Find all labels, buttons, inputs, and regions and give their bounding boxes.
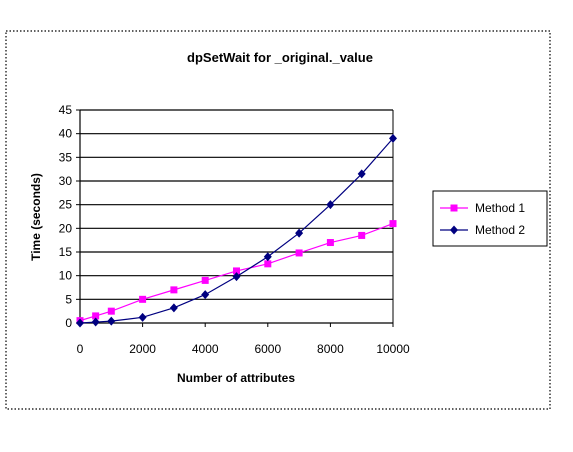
x-axis-label: Number of attributes [177, 371, 295, 385]
legend-label-method-1: Method 1 [475, 201, 525, 215]
data-point-method-2 [138, 312, 147, 322]
y-tick-label: 45 [59, 103, 73, 117]
data-point-method-1 [170, 286, 178, 294]
data-point-method-2 [389, 133, 397, 143]
data-point-method-1 [264, 260, 272, 268]
x-tick-label: 4000 [192, 342, 219, 356]
chart-title: dpSetWait for _original._value [187, 50, 373, 65]
data-point-method-1 [201, 276, 209, 284]
data-point-method-1 [295, 249, 303, 257]
y-tick-label: 15 [59, 245, 73, 259]
data-point-method-1 [107, 307, 115, 315]
y-tick-label: 30 [59, 174, 73, 188]
x-tick-label: 6000 [254, 342, 281, 356]
data-point-method-2 [232, 272, 241, 282]
y-axis-label: Time (seconds) [29, 173, 43, 261]
legend: Method 1 Method 2 [432, 190, 548, 247]
legend-marker-method-2 [450, 225, 458, 235]
data-point-method-2 [107, 316, 116, 326]
data-point-method-1 [233, 267, 240, 275]
y-tick-label: 5 [65, 292, 72, 306]
data-point-method-1 [358, 231, 366, 239]
data-point-method-2 [169, 303, 178, 313]
y-tick-label: 10 [59, 269, 73, 283]
data-point-method-1 [389, 220, 397, 228]
legend-marker-method-1 [450, 204, 458, 212]
y-tick-label: 0 [65, 316, 72, 330]
y-tick-label: 25 [59, 198, 73, 212]
legend-box [432, 190, 548, 247]
data-point-method-1 [139, 295, 147, 303]
data-point-method-2 [91, 317, 100, 327]
x-tick-label: 10000 [376, 342, 410, 356]
y-tick-label: 20 [59, 221, 73, 235]
series-layer [76, 133, 397, 328]
data-point-method-1 [326, 239, 334, 247]
x-tick-label: 8000 [317, 342, 344, 356]
x-tick-label: 0 [77, 342, 84, 356]
y-tick-label: 40 [59, 127, 73, 141]
data-point-method-1 [92, 312, 100, 320]
data-point-method-2 [201, 290, 210, 300]
legend-label-method-2: Method 2 [475, 223, 525, 237]
plot-area [80, 110, 393, 323]
data-point-method-2 [295, 228, 304, 238]
data-point-method-2 [326, 200, 335, 210]
y-tick-label: 35 [59, 150, 73, 164]
data-point-method-2 [76, 318, 84, 328]
axis-layer: 0 5 10 15 20 25 30 35 40 45 0 2000 4000 6000 8000 10000 [59, 103, 410, 356]
data-point-method-2 [263, 252, 272, 262]
x-tick-label: 2000 [129, 342, 156, 356]
legend-items: Method 1 Method 2 [440, 201, 525, 237]
series-method-2 [76, 133, 397, 328]
data-point-method-2 [357, 169, 366, 179]
